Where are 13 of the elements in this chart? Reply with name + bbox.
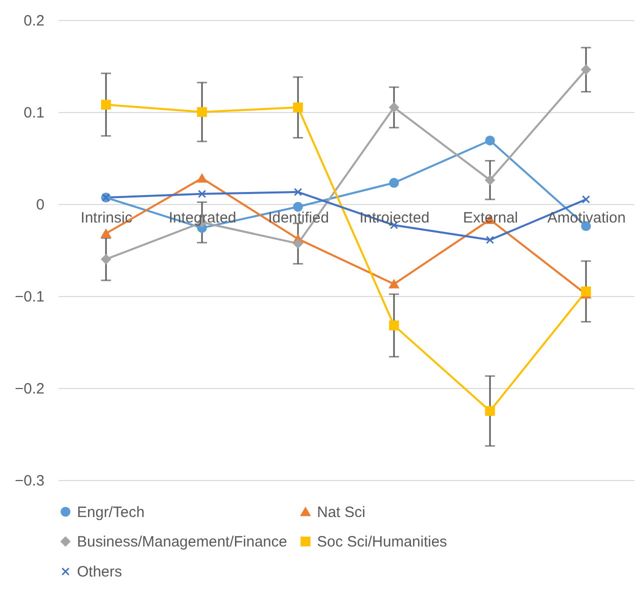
legend-label: Nat Sci bbox=[317, 504, 366, 521]
y-tick-label: −0.3 bbox=[14, 472, 44, 490]
y-tick-label: 0 bbox=[36, 196, 44, 214]
x-tick-label: Identified bbox=[268, 210, 329, 226]
legend-label: Soc Sci/Humanities bbox=[317, 534, 448, 550]
legend-label: Business/Management/Finance bbox=[77, 534, 288, 550]
legend-label: Engr/Tech bbox=[77, 504, 145, 521]
y-tick-label: −0.2 bbox=[14, 380, 44, 398]
y-tick-label: 0.1 bbox=[24, 104, 44, 122]
y-tick-label: −0.1 bbox=[14, 288, 44, 306]
legend-label: Others bbox=[77, 564, 122, 580]
y-tick-label: 0.2 bbox=[24, 12, 44, 30]
x-tick-label: Intrinsic bbox=[80, 210, 133, 226]
